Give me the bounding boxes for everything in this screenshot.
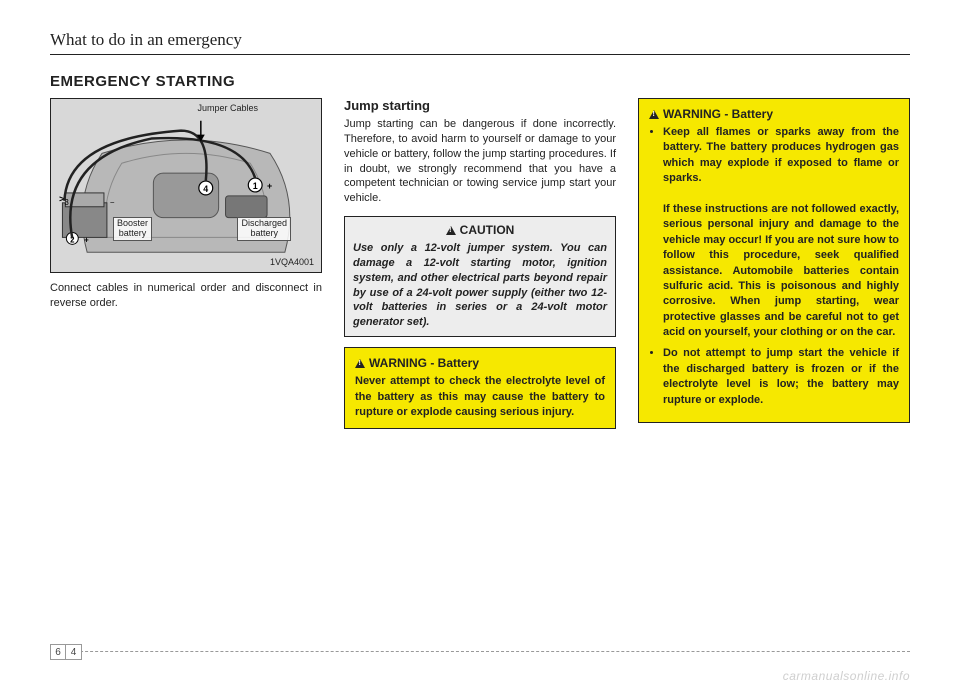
section-title: EMERGENCY STARTING [50,73,910,90]
jumper-figure: 1 + 4 2 + 3 − [50,98,322,273]
caution-title-text: CAUTION [460,223,515,237]
warning-2-title-text: WARNING - Battery [663,107,773,121]
warning-2-body: Keep all flames or sparks away from the … [649,125,899,408]
caution-box: CAUTION Use only a 12-volt jumper system… [344,216,616,337]
figure-caption: Connect cables in numerical order and di… [50,281,322,311]
booster-battery-label: Booster battery [113,217,152,241]
page-num-a: 6 [50,644,66,660]
warning-2-item-1: Keep all flames or sparks away from the … [663,125,899,340]
warning-box-1: WARNING - Battery Never attempt to check… [344,347,616,429]
warning-triangle-icon [446,226,456,235]
jumper-cables-label: Jumper Cables [194,103,261,115]
svg-text:1: 1 [253,181,258,191]
warning-triangle-icon [649,110,659,119]
warning-1-body: Never attempt to check the electrolyte l… [355,374,605,420]
caution-title: CAUTION [353,223,607,237]
page-num-b: 4 [66,644,82,660]
column-1: 1 + 4 2 + 3 − [50,98,322,439]
watermark-text: carmanualsonline.info [783,669,910,683]
page-header: What to do in an emergency [50,30,910,55]
content-columns: 1 + 4 2 + 3 − [50,98,910,439]
svg-text:4: 4 [203,184,208,194]
column-3: WARNING - Battery Keep all flames or spa… [638,98,910,439]
jump-starting-heading: Jump starting [344,98,616,113]
manual-page: What to do in an emergency EMERGENCY STA… [0,0,960,689]
page-footer: 6 4 [50,651,910,667]
column-2: Jump starting Jump starting can be dange… [344,98,616,439]
page-number-box: 6 4 [50,644,82,660]
footer-divider: 6 4 [50,651,910,667]
svg-text:−: − [110,198,115,207]
warning-triangle-icon [355,359,365,368]
svg-text:+: + [267,181,272,191]
figure-code: 1VQA4001 [267,257,317,269]
discharged-battery-label: Discharged battery [237,217,291,241]
warning-1-title-text: WARNING - Battery [369,356,479,370]
caution-body: Use only a 12-volt jumper system. You ca… [353,241,607,330]
warning-2-title: WARNING - Battery [649,107,899,121]
warning-2-item-2: Do not attempt to jump start the vehicle… [663,346,899,408]
warning-box-2: WARNING - Battery Keep all flames or spa… [638,98,910,423]
jump-starting-text: Jump starting can be dangerous if done i… [344,117,616,206]
warning-1-title: WARNING - Battery [355,356,605,370]
svg-text:+: + [84,235,89,244]
